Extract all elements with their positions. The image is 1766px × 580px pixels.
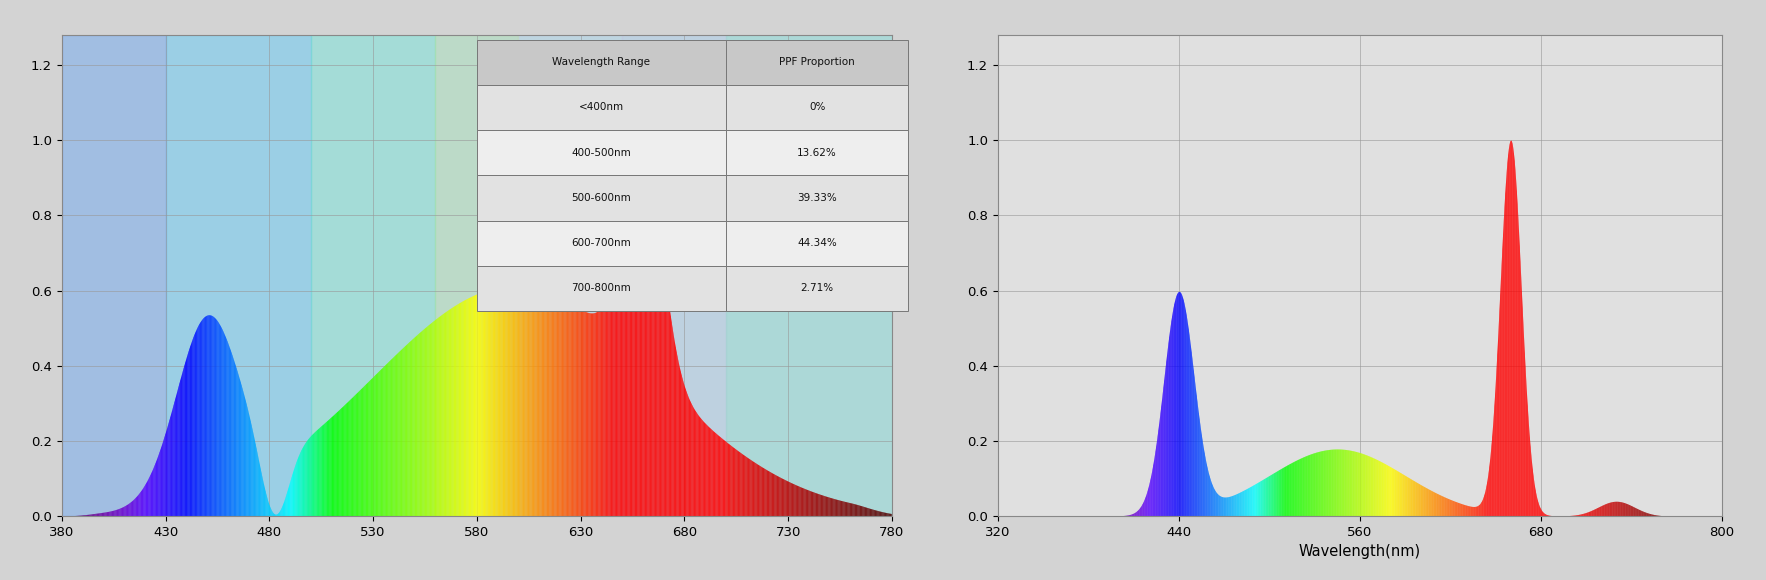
Bar <box>519 35 622 516</box>
Bar <box>166 35 311 516</box>
X-axis label: Wavelength(nm): Wavelength(nm) <box>1298 545 1422 560</box>
Bar <box>477 175 726 220</box>
Text: <400nm: <400nm <box>579 103 623 113</box>
Bar <box>726 220 908 266</box>
Text: 500-600nm: 500-600nm <box>572 193 630 203</box>
Bar <box>726 266 908 311</box>
Bar <box>622 35 726 516</box>
Bar <box>311 35 436 516</box>
Bar <box>477 220 726 266</box>
Text: 44.34%: 44.34% <box>796 238 837 248</box>
Bar <box>436 35 519 516</box>
Text: 700-800nm: 700-800nm <box>572 284 630 293</box>
Bar <box>726 130 908 175</box>
Bar <box>726 35 892 516</box>
Text: 39.33%: 39.33% <box>796 193 837 203</box>
Bar <box>477 266 726 311</box>
Text: 13.62%: 13.62% <box>796 148 837 158</box>
Text: 600-700nm: 600-700nm <box>572 238 630 248</box>
Bar <box>726 39 908 85</box>
Bar <box>726 175 908 220</box>
Bar <box>726 85 908 130</box>
Text: PPF Proportion: PPF Proportion <box>779 57 855 67</box>
Bar <box>477 39 726 85</box>
Text: 400-500nm: 400-500nm <box>572 148 630 158</box>
Text: 2.71%: 2.71% <box>800 284 834 293</box>
Text: 0%: 0% <box>809 103 825 113</box>
Bar <box>477 130 726 175</box>
Bar <box>62 35 166 516</box>
Text: Wavelength Range: Wavelength Range <box>553 57 650 67</box>
Bar <box>477 85 726 130</box>
